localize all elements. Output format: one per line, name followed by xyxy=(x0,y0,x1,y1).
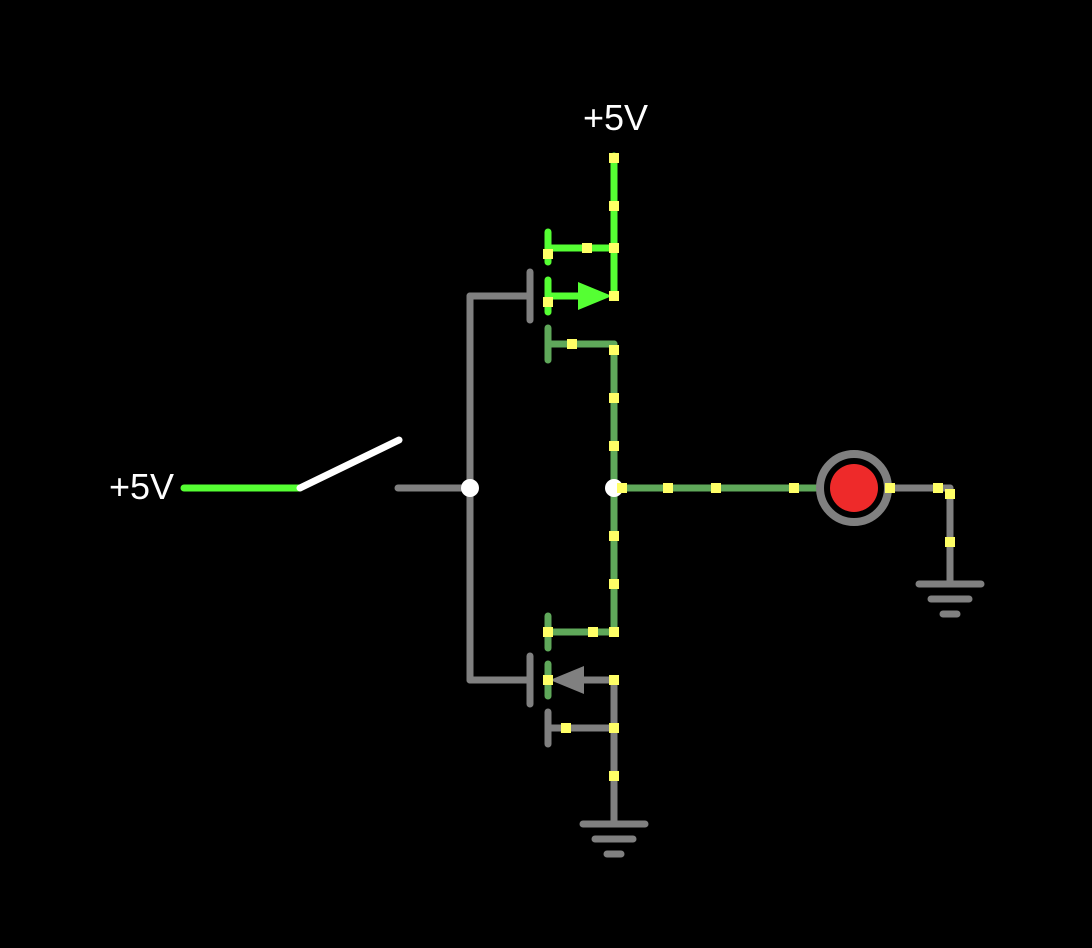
nmos-body-arrow xyxy=(550,666,584,694)
switch-lever[interactable] xyxy=(296,436,403,492)
gate-junction-node xyxy=(461,479,479,497)
ground-symbol-nmos xyxy=(579,820,649,858)
pmos-body-arrow xyxy=(578,282,612,310)
ground-symbol-led xyxy=(915,580,985,618)
input-voltage-label: +5V xyxy=(109,466,175,507)
current-flow-dots xyxy=(543,153,955,781)
led-indicator[interactable] xyxy=(816,450,892,526)
vdd-top-label: +5V xyxy=(583,97,649,138)
